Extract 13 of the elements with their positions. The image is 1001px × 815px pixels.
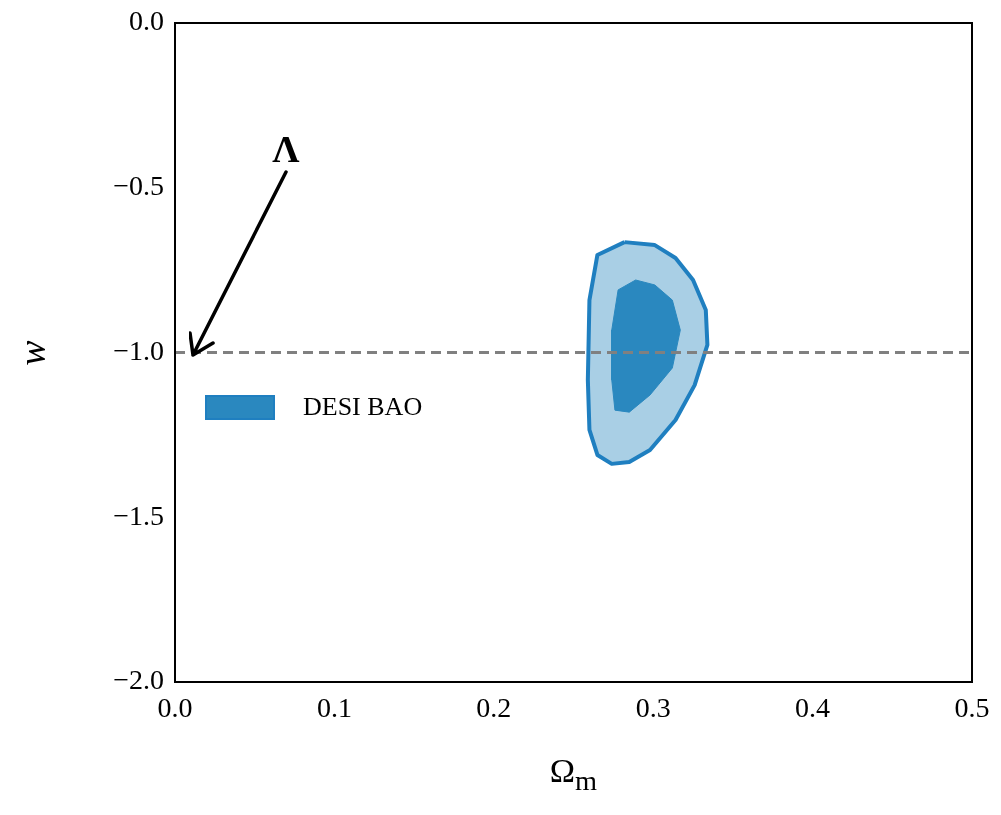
y-axis-title: w: [10, 339, 54, 366]
legend-label: DESI BAO: [303, 392, 423, 423]
x-axis-title: Ω$_{m}$: [548, 752, 599, 797]
x-tick-label: 0.1: [316, 692, 352, 724]
y-tick-label: −0.5: [113, 170, 164, 202]
y-tick-label: 0.0: [129, 5, 164, 37]
y-tick-label: −1.5: [113, 499, 164, 531]
x-tick-label: 0.3: [635, 692, 671, 724]
y-tick-label: −1.0: [113, 334, 164, 366]
annotation: Λ: [272, 126, 300, 171]
x-tick-label: 0.2: [476, 692, 512, 724]
x-tick-label: 0.4: [795, 692, 831, 724]
x-tick-label: 0.5: [954, 692, 990, 724]
